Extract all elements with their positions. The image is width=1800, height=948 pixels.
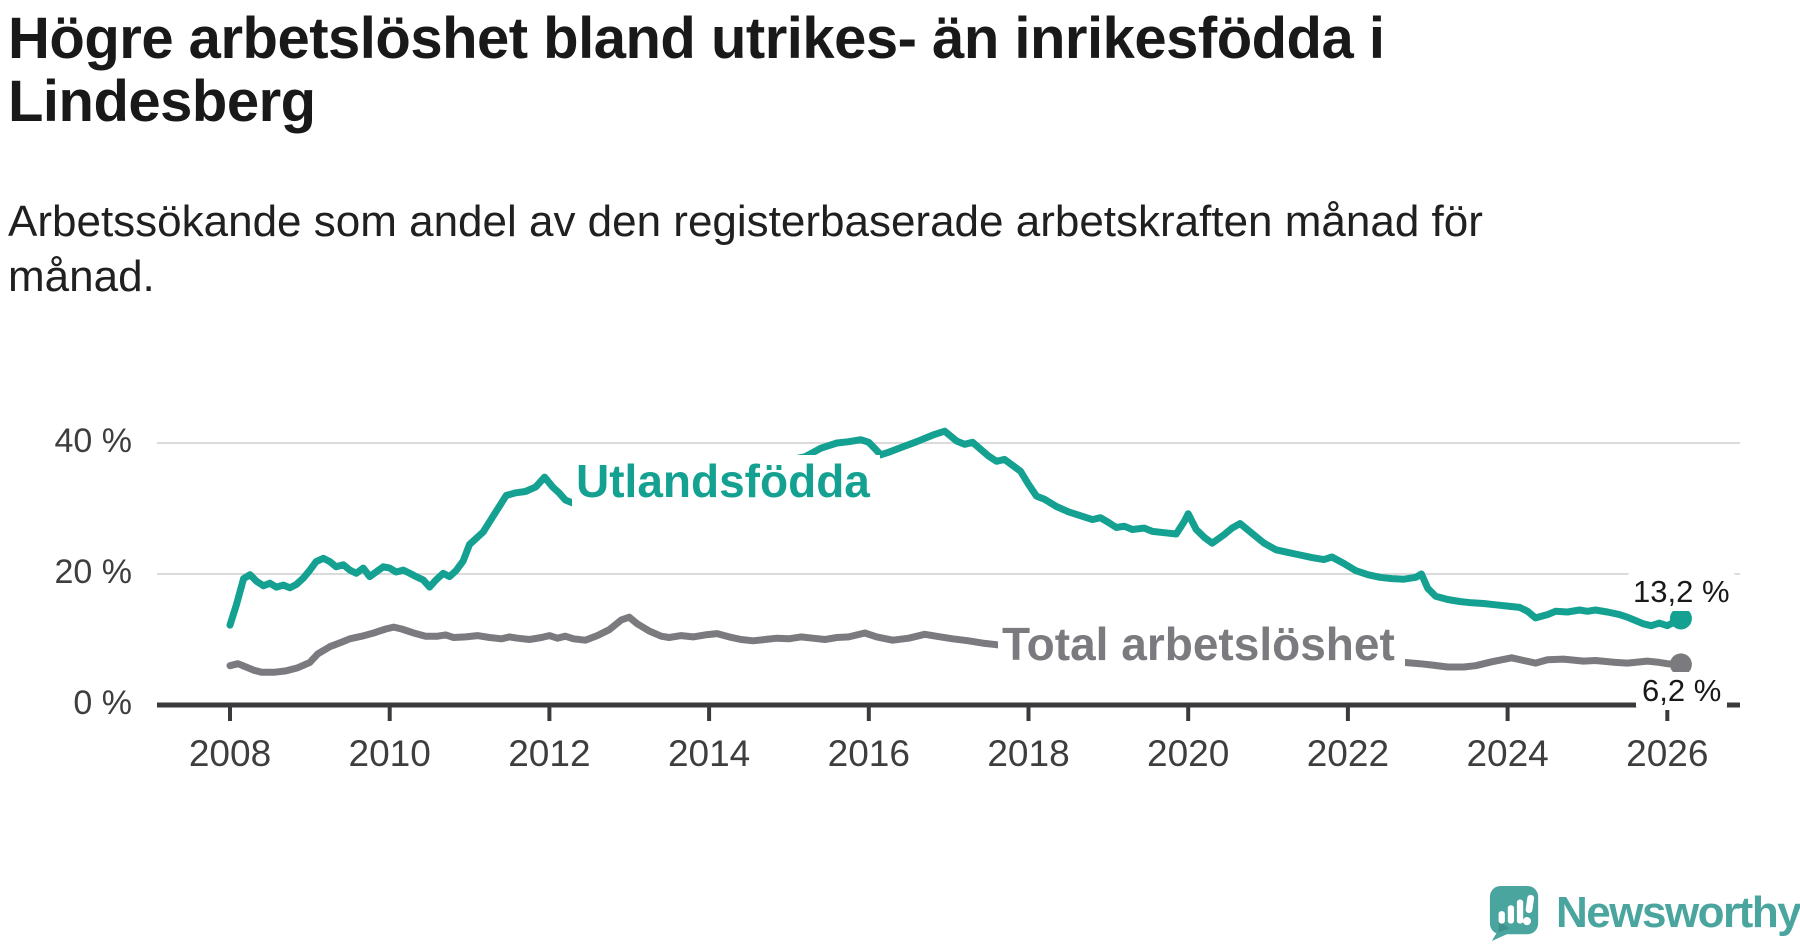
logo-text: Newsworthy	[1556, 888, 1800, 937]
x-axis-tick-label: 2018	[987, 733, 1070, 774]
x-axis-tick-label: 2020	[1147, 733, 1230, 774]
chart-subtitle: Arbetssökande som andel av den registerb…	[8, 197, 1483, 302]
x-axis-tick-label: 2010	[348, 733, 431, 774]
series-end-dot-utlandsfodda	[1669, 607, 1692, 630]
end-value-label-total: 6,2 %	[1636, 672, 1728, 710]
x-axis-tick-label: 2016	[827, 733, 910, 774]
chart-title: Högre arbetslöshet bland utrikes- än inr…	[8, 6, 1385, 134]
x-axis-tick-label: 2024	[1466, 733, 1549, 774]
x-axis-tick-label: 2008	[188, 733, 272, 774]
newsworthy-chart-bubble-icon	[1489, 886, 1539, 941]
series-line-total-arbetsloshet	[226, 613, 1685, 676]
series-end-dot-total-arbetsloshet	[1669, 653, 1692, 676]
series-label-total-arbetsloshet: Total arbetslöshet	[998, 618, 1405, 679]
x-axis-tick-label: 2022	[1306, 733, 1390, 774]
series-label-utlandsfodda: Utlandsfödda	[572, 455, 880, 514]
x-axis-tick-label: 2014	[667, 733, 751, 774]
y-axis-tick-label: 0 %	[73, 684, 132, 722]
y-axis-tick-label: 20 %	[54, 553, 133, 591]
series-line-utlandsfodda	[226, 427, 1685, 630]
x-axis-tick-label: 2026	[1626, 733, 1709, 774]
x-axis-tick-label: 2012	[508, 733, 591, 774]
y-axis-tick-label: 40 %	[54, 422, 133, 460]
newsworthy-logo[interactable]: Newsworthy	[1488, 884, 1800, 942]
end-value-label-utlandsfodda: 13,2 %	[1627, 573, 1736, 611]
